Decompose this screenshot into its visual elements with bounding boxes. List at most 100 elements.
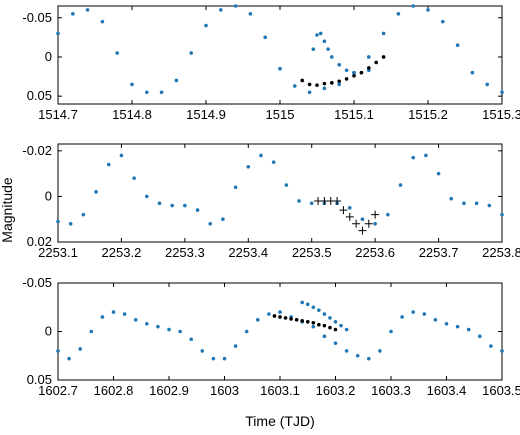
data-point: [130, 82, 134, 87]
data-point: [487, 203, 492, 208]
data-point: [289, 317, 293, 321]
data-point: [500, 212, 504, 217]
data-point: [56, 349, 60, 353]
panel-3: 1602.7 1602.8 1602.9 1603 1603.1 1603.2 1603.3…: [22, 275, 520, 398]
data-point: [345, 212, 354, 221]
data-point: [485, 82, 490, 87]
x-tick-label: 2253.4: [228, 245, 268, 260]
data-point: [449, 196, 454, 201]
data-point: [246, 164, 251, 169]
data-point: [311, 305, 316, 310]
data-point: [426, 8, 430, 12]
data-point: [470, 70, 475, 75]
data-point: [317, 322, 321, 327]
x-tick-label: 1603.1: [260, 383, 300, 398]
x-tick-label: 1602.8: [94, 383, 134, 398]
plot-frame: [57, 5, 503, 105]
data-point: [78, 347, 82, 351]
data-point: [322, 39, 327, 44]
data-point: [352, 219, 361, 228]
data-point: [330, 81, 334, 85]
data-point: [371, 210, 380, 219]
data-point: [307, 82, 312, 87]
data-point: [145, 90, 149, 95]
x-tick-label: 1515: [266, 107, 295, 122]
data-point: [221, 217, 225, 222]
x-tick-label: 1603.5: [482, 383, 520, 398]
data-point: [326, 47, 330, 51]
data-point: [259, 153, 263, 158]
data-point: [145, 321, 149, 326]
x-tick-label: 1515.3: [482, 107, 520, 122]
data-point: [81, 212, 86, 217]
y-axis-label: Magnitude: [0, 177, 15, 243]
data-point: [347, 206, 352, 210]
data-point: [339, 206, 348, 215]
x-tick-label: 1603: [210, 383, 239, 398]
data-point: [300, 78, 305, 83]
panel-1: 1514.7 1514.8 1514.9 1515 1515.1 1515.2 1515.3…: [22, 4, 520, 122]
data-point: [360, 217, 365, 222]
data-point: [300, 319, 305, 323]
data-point: [115, 51, 119, 55]
data-point: [315, 33, 319, 37]
data-point: [328, 316, 332, 320]
data-point: [381, 31, 386, 36]
data-point: [367, 66, 371, 70]
data-point: [322, 323, 327, 328]
data-point: [211, 356, 216, 361]
y-tick-label: 0.02: [27, 234, 52, 249]
data-point: [337, 63, 342, 67]
y-tick-label: 0: [45, 324, 52, 339]
data-point: [478, 334, 482, 339]
plot-frame: [57, 143, 503, 243]
data-point: [200, 349, 205, 353]
data-point: [318, 31, 323, 36]
data-point: [333, 196, 342, 205]
data-series: [300, 55, 386, 87]
y-tick-label: -0.05: [22, 10, 52, 25]
data-point: [455, 324, 460, 329]
data-point: [358, 226, 367, 235]
data-point: [156, 324, 160, 329]
data-point: [133, 318, 138, 322]
data-point: [195, 208, 200, 212]
data-point: [189, 51, 193, 55]
data-point: [122, 312, 127, 316]
data-point: [337, 79, 342, 84]
data-point: [367, 356, 371, 361]
data-point: [352, 70, 356, 75]
data-point: [311, 324, 316, 329]
data-point: [398, 183, 403, 187]
data-point: [433, 318, 438, 322]
data-point: [455, 43, 460, 47]
data-point: [367, 55, 371, 59]
data-point: [145, 194, 149, 199]
data-point: [300, 300, 305, 305]
data-series: [272, 314, 338, 332]
data-point: [466, 327, 471, 332]
data-point: [219, 8, 223, 12]
plot-frame: [57, 282, 503, 381]
data-point: [222, 356, 227, 361]
data-point: [489, 344, 493, 348]
data-point: [56, 219, 60, 224]
data-point: [411, 310, 416, 314]
panel-2: 2253.1 2253.2 2253.3 2253.4 2253.5 2253.6 2253…: [22, 143, 520, 260]
data-point: [183, 203, 187, 208]
data-point: [278, 310, 282, 314]
data-point: [364, 219, 373, 228]
data-point: [317, 308, 321, 312]
data-point: [56, 31, 60, 36]
data-point: [305, 320, 310, 324]
data-point: [85, 8, 90, 12]
data-point: [233, 4, 238, 8]
data-point: [322, 86, 327, 91]
data-point: [159, 90, 164, 95]
data-point: [333, 341, 338, 345]
data-point: [278, 66, 282, 71]
y-tick-label: 0: [45, 188, 52, 203]
x-tick-label: 2253.2: [102, 245, 142, 260]
data-point: [411, 155, 416, 160]
data-point: [174, 78, 179, 83]
